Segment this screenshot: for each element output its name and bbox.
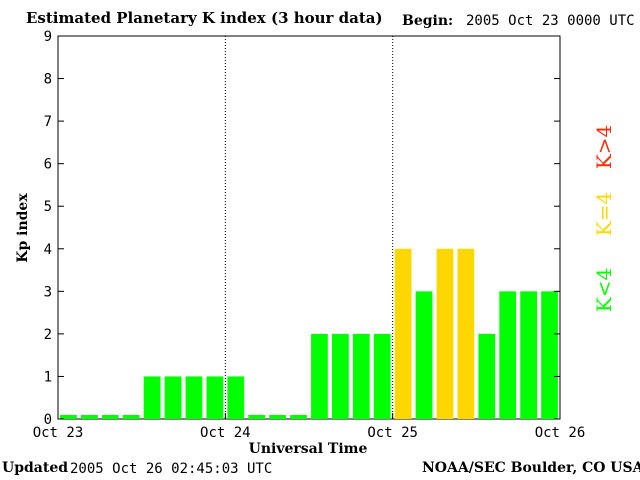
plot-border	[57, 35, 561, 420]
kp-bar	[206, 376, 224, 419]
kp-bar	[60, 415, 77, 419]
kp-bar	[269, 415, 286, 419]
legend-item: K<4	[592, 268, 616, 312]
kp-bar	[290, 415, 307, 419]
y-tick-label: 8	[44, 72, 52, 88]
kp-bar	[478, 333, 496, 419]
kp-bar	[373, 333, 391, 419]
begin-value: 2005 Oct 23 0000 UTC	[466, 13, 635, 29]
x-tick-label: Oct 24	[200, 425, 251, 441]
kp-bar	[248, 415, 266, 419]
kp-bar	[311, 333, 328, 419]
kp-bar	[143, 376, 161, 419]
y-tick-label: 0	[44, 412, 52, 428]
kp-bars	[60, 248, 558, 419]
kp-bar	[499, 291, 517, 419]
begin-label: Begin:	[402, 13, 454, 29]
y-tick-label: 6	[44, 157, 52, 173]
y-tick-label: 3	[44, 284, 52, 300]
x-tick-label: Oct 25	[367, 425, 418, 441]
kp-bar	[227, 376, 245, 419]
x-tick-label: Oct 26	[535, 425, 586, 441]
y-tick-label: 2	[44, 327, 52, 343]
y-tick-label: 9	[44, 29, 52, 45]
y-axis-title: Kp index	[15, 193, 31, 263]
kp-bar	[101, 415, 119, 419]
kp-bar	[352, 333, 370, 419]
x-tick-label: Oct 23	[33, 425, 84, 441]
x-axis-title: Universal Time	[249, 441, 368, 457]
kp-bar	[81, 415, 98, 419]
plot-area	[57, 35, 561, 420]
y-tick-label: 1	[44, 369, 52, 385]
updated-label: Updated	[2, 460, 69, 476]
y-axis: 0 1 2 3 4 5 6 7 8 9	[44, 29, 560, 428]
kp-bar	[457, 248, 475, 419]
day-grid-lines	[224, 36, 394, 419]
kp-bar	[122, 415, 140, 419]
source-credit: NOAA/SEC Boulder, CO USA	[422, 460, 640, 476]
kp-bar	[520, 291, 537, 419]
kp-bar	[541, 291, 558, 419]
kp-bar	[164, 376, 182, 419]
y-tick-label: 5	[44, 199, 52, 215]
x-axis: Oct 23 Oct 24 Oct 25 Oct 26	[33, 413, 586, 441]
legend-item: K>4	[592, 125, 616, 169]
kp-bar	[394, 248, 412, 419]
legend-item: K=4	[592, 192, 616, 236]
kp-bar	[332, 333, 349, 419]
kp-bar	[415, 291, 433, 419]
kp-bar	[436, 248, 454, 419]
chart-title: Estimated Planetary K index (3 hour data…	[26, 9, 383, 27]
y-tick-label: 4	[44, 242, 52, 258]
legend: K<4 K=4 K>4	[592, 125, 616, 312]
kp-bar	[185, 376, 203, 419]
updated-timestamp: 2005 Oct 26 02:45:03 UTC	[70, 461, 273, 477]
y-tick-label: 7	[44, 114, 52, 130]
